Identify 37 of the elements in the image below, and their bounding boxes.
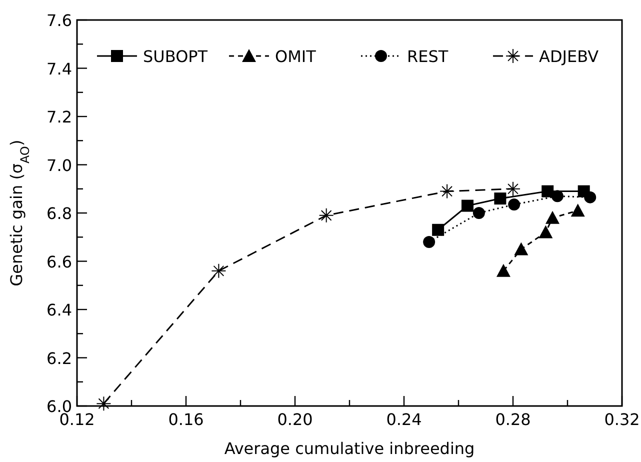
legend-label: OMIT — [275, 47, 316, 66]
point — [584, 191, 596, 204]
x-axis-title: Average cumulative inbreeding — [224, 439, 475, 458]
point — [551, 190, 564, 202]
y-tick-label: 6.6 — [46, 252, 72, 272]
point — [538, 225, 553, 238]
point — [514, 242, 528, 256]
point — [496, 264, 510, 277]
x-tick-label: 0.20 — [277, 410, 313, 429]
x-tick-label: 0.16 — [168, 410, 204, 429]
point — [211, 263, 226, 278]
point — [506, 181, 520, 196]
y-tick-label: 7.4 — [46, 59, 72, 78]
point — [423, 236, 436, 248]
point — [546, 210, 560, 224]
y-tick-label: 7.6 — [46, 11, 72, 30]
point — [432, 224, 444, 236]
x-tick-label: 0.24 — [386, 410, 422, 429]
point — [472, 207, 485, 219]
point — [494, 192, 506, 205]
point — [440, 184, 455, 199]
point — [461, 200, 474, 212]
legend-label: REST — [407, 47, 448, 66]
y-tick-label: 7.2 — [46, 108, 72, 126]
x-tick-label: 0.28 — [495, 410, 531, 429]
point — [96, 396, 112, 412]
y-tick-label: 6.2 — [46, 348, 72, 368]
legend-label: SUBOPT — [143, 47, 208, 66]
y-tick-label: 6.4 — [46, 300, 72, 320]
point — [508, 198, 520, 211]
y-tick-label: 7.0 — [46, 156, 72, 175]
legend-label: ADJEBV — [539, 47, 599, 66]
point — [318, 208, 334, 223]
x-tick-label: 0.32 — [604, 410, 640, 429]
point — [570, 204, 585, 217]
point — [542, 185, 554, 198]
y-tick-label: 6.8 — [46, 204, 72, 223]
